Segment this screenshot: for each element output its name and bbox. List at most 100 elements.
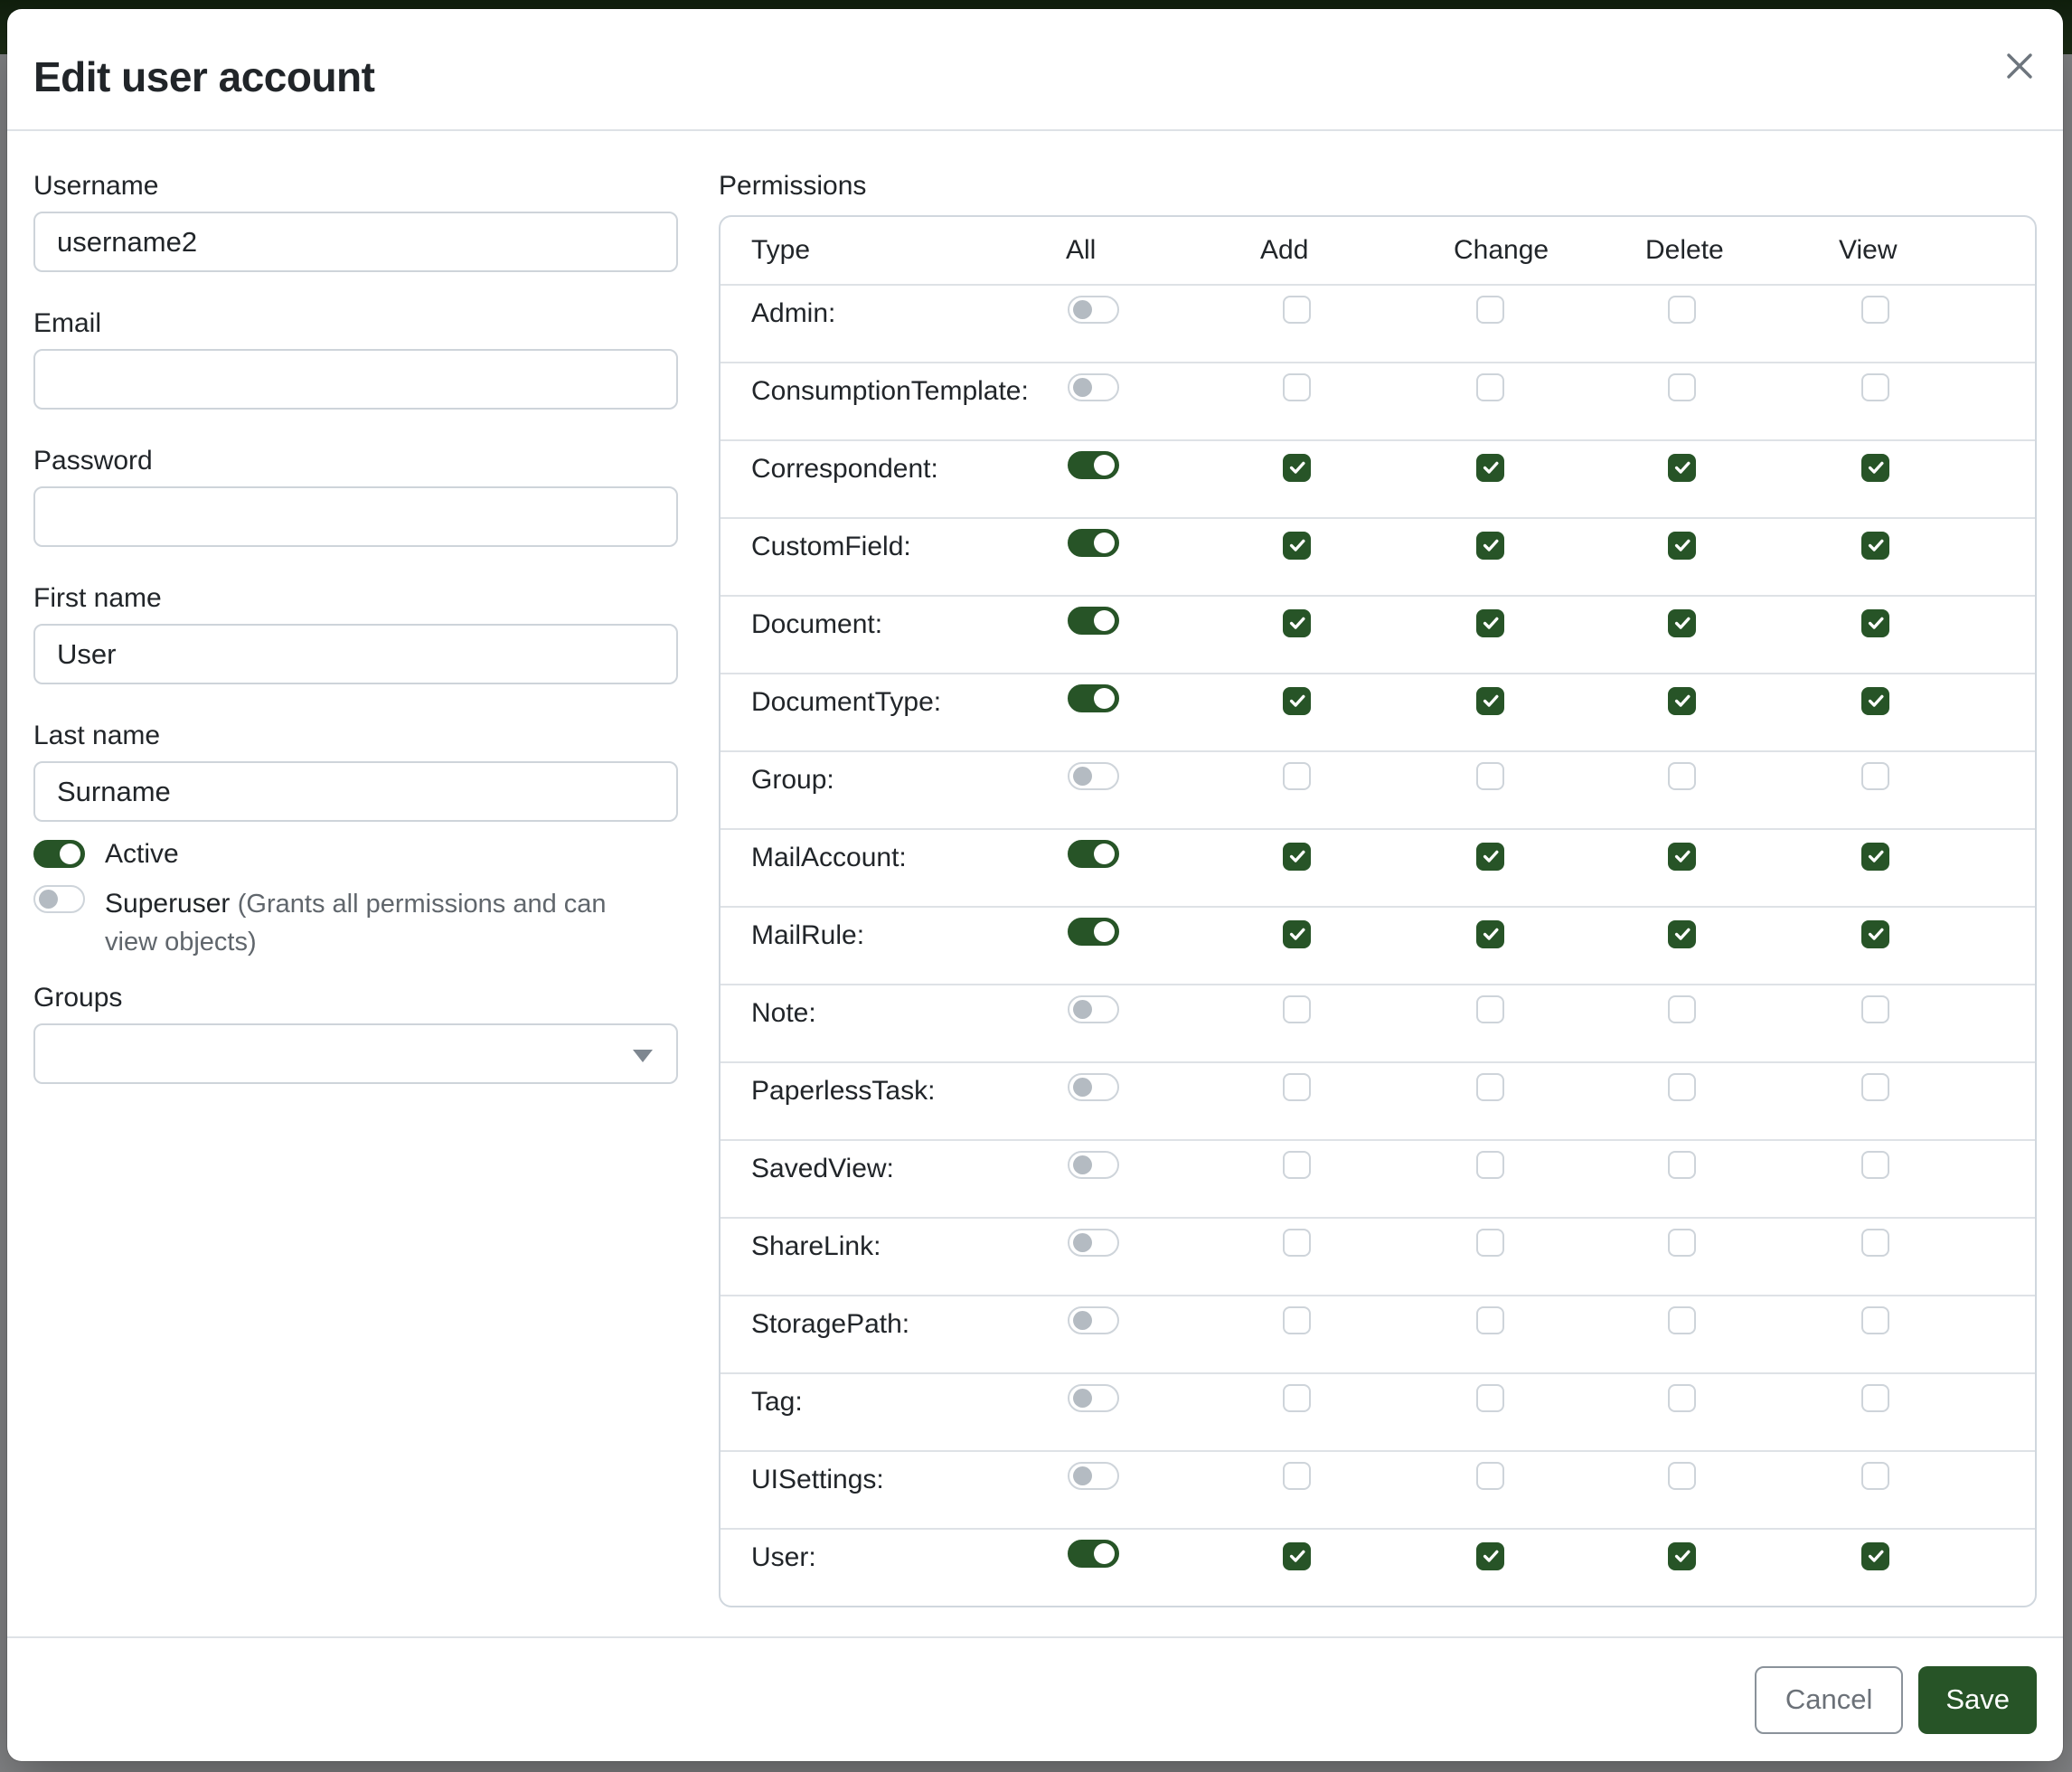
toggle-knob [1073,300,1092,320]
cancel-button[interactable]: Cancel [1754,1665,1904,1734]
change-checkbox[interactable] [1476,919,1504,948]
first-name-input[interactable] [33,624,678,684]
toggle-knob [1073,1155,1092,1175]
change-checkbox[interactable] [1476,453,1504,482]
close-icon[interactable] [2002,49,2037,83]
view-checkbox[interactable] [1861,453,1889,482]
add-checkbox[interactable] [1283,1541,1311,1570]
delete-checkbox[interactable] [1668,762,1696,791]
password-input[interactable] [33,486,678,547]
all-toggle[interactable] [1068,373,1119,402]
all-toggle[interactable] [1068,1229,1119,1258]
delete-checkbox[interactable] [1668,919,1696,948]
delete-checkbox[interactable] [1668,1541,1696,1570]
delete-checkbox[interactable] [1668,686,1696,715]
view-checkbox[interactable] [1861,608,1889,637]
change-checkbox[interactable] [1476,1541,1504,1570]
change-checkbox[interactable] [1476,686,1504,715]
permission-row: Group: [720,750,2035,828]
add-checkbox[interactable] [1283,1306,1311,1335]
add-checkbox[interactable] [1283,531,1311,560]
delete-checkbox[interactable] [1668,995,1696,1024]
active-toggle[interactable] [33,840,85,868]
add-checkbox[interactable] [1283,995,1311,1024]
view-checkbox[interactable] [1861,995,1889,1024]
username-input[interactable] [33,212,678,272]
add-checkbox[interactable] [1283,686,1311,715]
add-checkbox[interactable] [1283,1073,1311,1102]
change-checkbox[interactable] [1476,296,1504,325]
change-checkbox[interactable] [1476,1151,1504,1180]
view-checkbox[interactable] [1861,762,1889,791]
all-toggle[interactable] [1068,607,1119,636]
all-toggle[interactable] [1068,840,1119,869]
delete-checkbox[interactable] [1668,1073,1696,1102]
view-checkbox[interactable] [1861,686,1889,715]
add-checkbox[interactable] [1283,1462,1311,1491]
delete-checkbox[interactable] [1668,296,1696,325]
all-toggle[interactable] [1068,1073,1119,1102]
add-checkbox[interactable] [1283,1229,1311,1258]
add-checkbox[interactable] [1283,1151,1311,1180]
delete-checkbox[interactable] [1668,1151,1696,1180]
change-checkbox[interactable] [1476,373,1504,402]
add-checkbox[interactable] [1283,842,1311,871]
add-checkbox[interactable] [1283,608,1311,637]
delete-checkbox[interactable] [1668,453,1696,482]
add-checkbox[interactable] [1283,453,1311,482]
add-checkbox[interactable] [1283,296,1311,325]
view-checkbox[interactable] [1861,1306,1889,1335]
change-checkbox[interactable] [1476,1462,1504,1491]
delete-checkbox[interactable] [1668,531,1696,560]
all-toggle[interactable] [1068,1384,1119,1413]
add-checkbox[interactable] [1283,1384,1311,1413]
all-toggle[interactable] [1068,684,1119,713]
all-toggle[interactable] [1068,1540,1119,1569]
add-checkbox[interactable] [1283,919,1311,948]
all-toggle[interactable] [1068,451,1119,480]
groups-select[interactable] [33,1023,678,1084]
change-checkbox[interactable] [1476,1384,1504,1413]
delete-checkbox[interactable] [1668,373,1696,402]
all-toggle[interactable] [1068,529,1119,558]
view-checkbox[interactable] [1861,1151,1889,1180]
view-checkbox[interactable] [1861,919,1889,948]
all-toggle[interactable] [1068,995,1119,1024]
email-input[interactable] [33,349,678,410]
change-checkbox[interactable] [1476,1229,1504,1258]
change-checkbox[interactable] [1476,608,1504,637]
change-checkbox[interactable] [1476,1306,1504,1335]
change-checkbox[interactable] [1476,842,1504,871]
view-checkbox[interactable] [1861,531,1889,560]
view-checkbox[interactable] [1861,296,1889,325]
add-checkbox[interactable] [1283,762,1311,791]
superuser-toggle[interactable] [33,885,85,913]
delete-checkbox[interactable] [1668,1306,1696,1335]
add-checkbox[interactable] [1283,373,1311,402]
view-checkbox[interactable] [1861,1229,1889,1258]
all-toggle[interactable] [1068,918,1119,947]
all-toggle[interactable] [1068,762,1119,791]
all-toggle[interactable] [1068,1462,1119,1491]
permission-type-label: CustomField: [751,531,911,561]
view-checkbox[interactable] [1861,1384,1889,1413]
view-checkbox[interactable] [1861,842,1889,871]
delete-checkbox[interactable] [1668,842,1696,871]
delete-checkbox[interactable] [1668,1384,1696,1413]
change-checkbox[interactable] [1476,762,1504,791]
view-checkbox[interactable] [1861,1541,1889,1570]
save-button[interactable]: Save [1918,1665,2037,1734]
delete-checkbox[interactable] [1668,1229,1696,1258]
all-toggle[interactable] [1068,1151,1119,1180]
delete-checkbox[interactable] [1668,608,1696,637]
view-checkbox[interactable] [1861,1073,1889,1102]
view-checkbox[interactable] [1861,373,1889,402]
last-name-input[interactable] [33,761,678,822]
view-checkbox[interactable] [1861,1462,1889,1491]
change-checkbox[interactable] [1476,531,1504,560]
change-checkbox[interactable] [1476,1073,1504,1102]
change-checkbox[interactable] [1476,995,1504,1024]
all-toggle[interactable] [1068,296,1119,325]
delete-checkbox[interactable] [1668,1462,1696,1491]
all-toggle[interactable] [1068,1306,1119,1335]
